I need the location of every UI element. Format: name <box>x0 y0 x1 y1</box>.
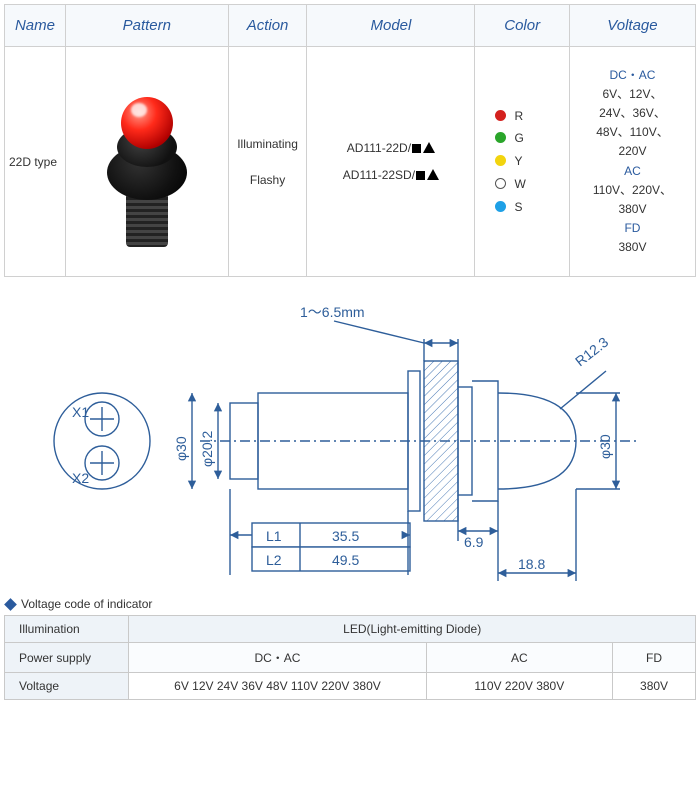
svg-text:R12.3: R12.3 <box>572 334 611 370</box>
vt-row-illum: Illumination LED(Light-emitting Diode) <box>5 616 696 643</box>
voltage-line: 380V <box>574 200 691 219</box>
color-item: Y <box>495 150 565 173</box>
vt-ps-0: DC・AC <box>129 643 426 673</box>
action-2: Flashy <box>233 162 303 198</box>
color-code: S <box>514 200 522 214</box>
voltage-line: 380V <box>574 238 691 257</box>
voltage-line: 24V、36V、 <box>574 104 691 123</box>
vt-row-v: Voltage 6V 12V 24V 36V 48V 110V 220V 380… <box>5 673 696 700</box>
vt-illum-value: LED(Light-emitting Diode) <box>129 616 696 643</box>
h-name: Name <box>5 5 66 47</box>
svg-text:φ30: φ30 <box>597 434 613 459</box>
vt-ps-label: Power supply <box>5 643 129 673</box>
model-2: AD111-22SD/ <box>311 162 470 188</box>
voltage-group-head: AC <box>574 162 691 181</box>
spec-header-row: Name Pattern Action Model Color Voltage <box>5 5 696 47</box>
svg-text:35.5: 35.5 <box>332 528 359 544</box>
model-1: AD111-22D/ <box>311 135 470 161</box>
color-item: S <box>495 196 565 219</box>
h-color: Color <box>475 5 570 47</box>
diamond-icon <box>4 598 17 611</box>
svg-text:X1: X1 <box>72 404 89 420</box>
voltage-code-table: Illumination LED(Light-emitting Diode) P… <box>4 615 696 700</box>
voltage-group-head: FD <box>574 219 691 238</box>
cell-model: AD111-22D/ AD111-22SD/ <box>307 47 475 277</box>
voltage-line: 220V <box>574 142 691 161</box>
drawing-svg: X1 X2 1～6.5mm φ20.2 <box>20 291 680 591</box>
svg-text:φ20.2: φ20.2 <box>199 430 215 467</box>
voltage-group-head: DC・AC <box>574 66 691 85</box>
voltage-line: 48V、110V、 <box>574 123 691 142</box>
cell-name: 22D type <box>5 47 66 277</box>
technical-drawing: X1 X2 1～6.5mm φ20.2 <box>4 291 696 591</box>
vt-v-1: 110V 220V 380V <box>426 673 613 700</box>
color-code: W <box>514 177 525 191</box>
cell-pattern <box>65 47 228 277</box>
color-item: W <box>495 173 565 196</box>
spec-data-row: 22D type Illuminating Flashy AD111-22D/ <box>5 47 696 277</box>
product-illustration <box>77 67 217 257</box>
color-item: G <box>495 127 565 150</box>
h-action: Action <box>228 5 307 47</box>
square-icon <box>416 171 425 180</box>
svg-text:L2: L2 <box>266 552 282 568</box>
square-icon <box>412 144 421 153</box>
color-dot-icon <box>495 132 506 143</box>
section-title: Voltage code of indicator <box>6 597 696 611</box>
color-code: G <box>514 131 523 145</box>
color-dot-icon <box>495 201 506 212</box>
h-pattern: Pattern <box>65 5 228 47</box>
vt-ps-1: AC <box>426 643 613 673</box>
color-code: Y <box>514 154 522 168</box>
h-model: Model <box>307 5 475 47</box>
cell-voltage: DC・AC6V、12V、24V、36V、48V、110V、220VAC110V、… <box>569 47 695 277</box>
h-voltage: Voltage <box>569 5 695 47</box>
vt-v-label: Voltage <box>5 673 129 700</box>
triangle-icon <box>423 142 435 153</box>
color-dot-icon <box>495 155 506 166</box>
color-item: R <box>495 105 565 128</box>
vt-v-2: 380V <box>613 673 696 700</box>
cell-color: RGYWS <box>475 47 570 277</box>
cell-action: Illuminating Flashy <box>228 47 307 277</box>
vt-v-0: 6V 12V 24V 36V 48V 110V 220V 380V <box>129 673 426 700</box>
svg-text:L1: L1 <box>266 528 282 544</box>
svg-text:1～6.5mm: 1～6.5mm <box>300 304 365 320</box>
color-dot-icon <box>495 178 506 189</box>
svg-text:X2: X2 <box>72 470 89 486</box>
vt-row-ps: Power supply DC・AC AC FD <box>5 643 696 673</box>
voltage-line: 110V、220V、 <box>574 181 691 200</box>
triangle-icon <box>427 169 439 180</box>
voltage-line: 6V、12V、 <box>574 85 691 104</box>
action-1: Illuminating <box>233 126 303 162</box>
vt-illum-label: Illumination <box>5 616 129 643</box>
svg-text:18.8: 18.8 <box>518 556 545 572</box>
svg-text:49.5: 49.5 <box>332 552 359 568</box>
svg-text:6.9: 6.9 <box>464 534 484 550</box>
vt-ps-2: FD <box>613 643 696 673</box>
color-dot-icon <box>495 110 506 121</box>
spec-table: Name Pattern Action Model Color Voltage … <box>4 4 696 277</box>
color-code: R <box>514 109 523 123</box>
svg-text:φ30: φ30 <box>173 436 189 461</box>
